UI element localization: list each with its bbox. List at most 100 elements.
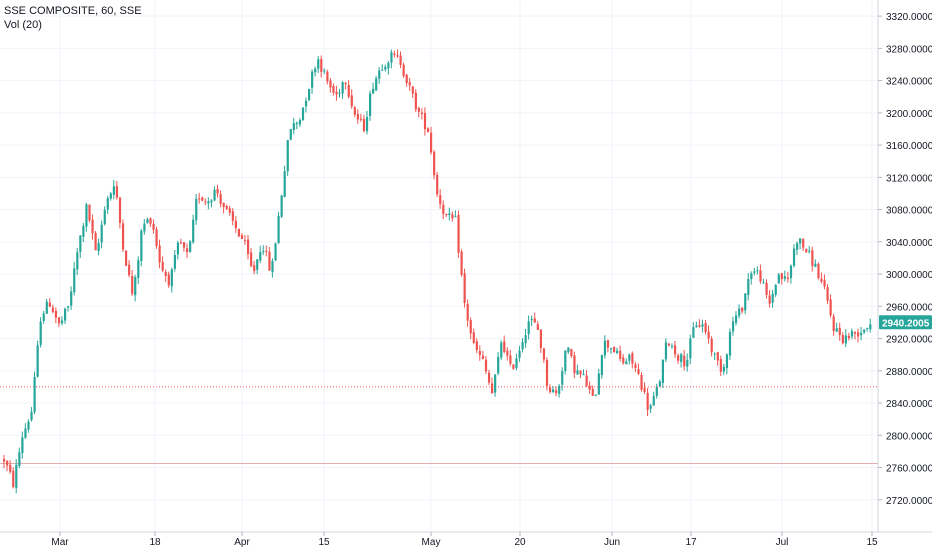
candle-body <box>125 250 128 266</box>
candle-body <box>765 282 768 295</box>
candle-body <box>393 53 396 55</box>
candle-body <box>314 68 317 73</box>
candle-body <box>179 242 183 244</box>
candle-body <box>85 204 88 227</box>
candle-body <box>603 340 607 356</box>
candle-body <box>112 186 115 195</box>
candle-body <box>362 118 366 131</box>
y-tick-label: 3080.0000 <box>886 206 932 217</box>
candle-body <box>268 251 271 271</box>
candle-body <box>548 387 552 393</box>
candle-body <box>658 381 661 387</box>
y-tick-label: 3000.0000 <box>886 270 932 281</box>
candle-body <box>649 405 652 409</box>
candle-body <box>3 458 6 462</box>
candle-body <box>369 93 372 117</box>
candle-body <box>402 64 405 76</box>
y-tick-label: 2840.0000 <box>886 399 932 410</box>
candle-body <box>817 263 820 279</box>
candle-body <box>231 211 234 221</box>
candle-body <box>338 92 341 94</box>
candle-body <box>783 276 786 279</box>
candle-body <box>521 342 524 350</box>
candle-body <box>716 352 719 361</box>
time-axis[interactable]: Mar 18 Apr 15 May 20 Jun 17 Jul 15 <box>0 531 932 548</box>
candle-body <box>286 140 289 172</box>
candle-body <box>189 241 192 252</box>
candle-body <box>478 351 481 355</box>
candle-body <box>698 325 701 327</box>
candle-body <box>487 372 491 383</box>
candle-body <box>192 219 195 243</box>
candle-body <box>201 197 204 201</box>
candle-body <box>686 359 689 367</box>
candle-body <box>728 331 732 356</box>
candle-body <box>588 385 591 390</box>
volume-indicator-label[interactable]: Vol (20) <box>4 19 42 31</box>
candle-body <box>88 204 91 221</box>
candle-body <box>725 354 729 369</box>
candle-body <box>643 388 646 392</box>
candle-body <box>100 224 103 243</box>
candle-body <box>594 394 597 396</box>
candle-body <box>857 332 860 337</box>
candle-body <box>680 354 683 363</box>
candle-body <box>73 268 76 293</box>
candle-body <box>375 78 378 91</box>
candle-body <box>713 353 716 355</box>
candle-body <box>79 235 82 253</box>
candle-body <box>762 282 765 284</box>
candle-body <box>420 112 424 114</box>
candle-body <box>701 324 704 327</box>
candle-body <box>539 329 542 348</box>
candle-body <box>771 293 774 303</box>
candle-body <box>82 225 85 237</box>
candle-body <box>722 366 725 372</box>
candle-body <box>579 370 582 375</box>
candle-body <box>850 331 854 337</box>
candle-body <box>134 277 137 296</box>
candle-body <box>606 340 610 348</box>
candle-body <box>176 242 180 255</box>
candle-body <box>789 265 793 279</box>
x-tick-label: Mar <box>51 537 69 548</box>
candle-body <box>417 108 420 112</box>
candle-body <box>463 273 466 303</box>
x-tick-label: Apr <box>234 537 250 548</box>
candle-body <box>573 355 576 374</box>
candle-body <box>259 252 262 261</box>
candle-body <box>469 320 472 334</box>
candle-body <box>844 335 847 344</box>
candle-body <box>164 271 167 276</box>
candle-body <box>829 299 832 316</box>
candle-body <box>103 210 106 225</box>
candle-body <box>240 235 244 239</box>
candle-body <box>674 345 677 355</box>
x-tick-label: May <box>422 537 441 548</box>
candle-body <box>741 307 744 312</box>
last-price-badge: 2940.2005 <box>879 315 932 330</box>
candle-body <box>274 243 277 261</box>
candle-body <box>195 198 198 221</box>
x-tick-label: 15 <box>866 537 878 548</box>
candle-body <box>637 369 640 374</box>
x-tick-label: 20 <box>514 537 526 548</box>
y-tick-label: 2760.0000 <box>886 464 932 475</box>
candle-body <box>866 328 869 330</box>
candle-body <box>359 118 363 120</box>
candle-body <box>814 263 817 267</box>
candle-body <box>710 338 713 353</box>
candle-body <box>329 80 332 88</box>
last-price-badge-text: 2940.2005 <box>882 318 930 329</box>
candle-body <box>661 359 664 383</box>
symbol-title[interactable]: SSE COMPOSITE, 60, SSE <box>4 5 142 17</box>
price-axis[interactable]: 2720.0000 2760.0000 2800.0000 2840.0000 2880… <box>877 0 932 532</box>
candle-body <box>731 321 735 332</box>
candle-body <box>564 350 567 372</box>
candle-body <box>301 107 305 121</box>
y-tick-label: 2880.0000 <box>886 367 932 378</box>
candle-body <box>457 214 460 253</box>
candle-body <box>109 193 112 199</box>
